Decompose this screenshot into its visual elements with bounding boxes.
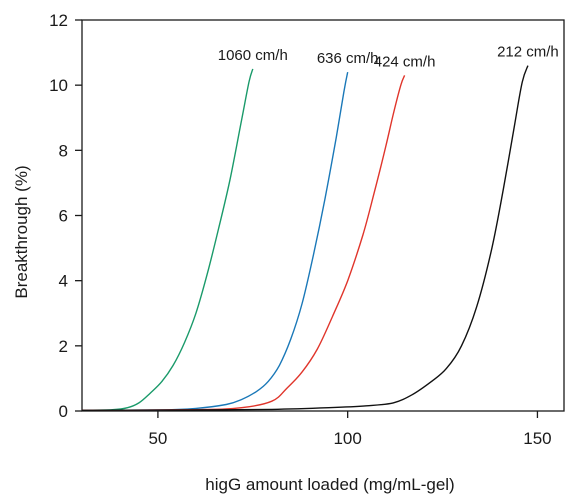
x-tick-label: 50 <box>148 429 167 448</box>
y-tick-label: 6 <box>59 207 68 226</box>
x-axis-title: higG amount loaded (mg/mL-gel) <box>205 475 454 494</box>
y-axis: 0 2 4 6 8 10 12 <box>49 11 82 421</box>
x-tick-label: 150 <box>523 429 551 448</box>
series-line <box>81 71 349 411</box>
series-label: 1060 cm/h <box>218 47 288 64</box>
y-tick-label: 0 <box>59 402 68 421</box>
series-label: 212 cm/h <box>497 44 559 61</box>
series-line <box>81 65 529 411</box>
x-tick-label: 100 <box>333 429 361 448</box>
series-line <box>81 68 254 411</box>
y-tick-label: 10 <box>49 76 68 95</box>
series-label: 424 cm/h <box>374 53 436 70</box>
series-label: 636 cm/h <box>317 50 379 67</box>
x-axis: 50 100 150 <box>148 411 552 448</box>
series-lines <box>81 65 529 411</box>
y-tick-label: 2 <box>59 337 68 356</box>
y-tick-label: 12 <box>49 11 68 30</box>
y-tick-label: 8 <box>59 141 68 160</box>
plot-frame <box>81 19 565 412</box>
y-axis-title: Breakthrough (%) <box>12 165 31 298</box>
series-line <box>81 75 406 411</box>
y-tick-label: 4 <box>59 272 68 291</box>
